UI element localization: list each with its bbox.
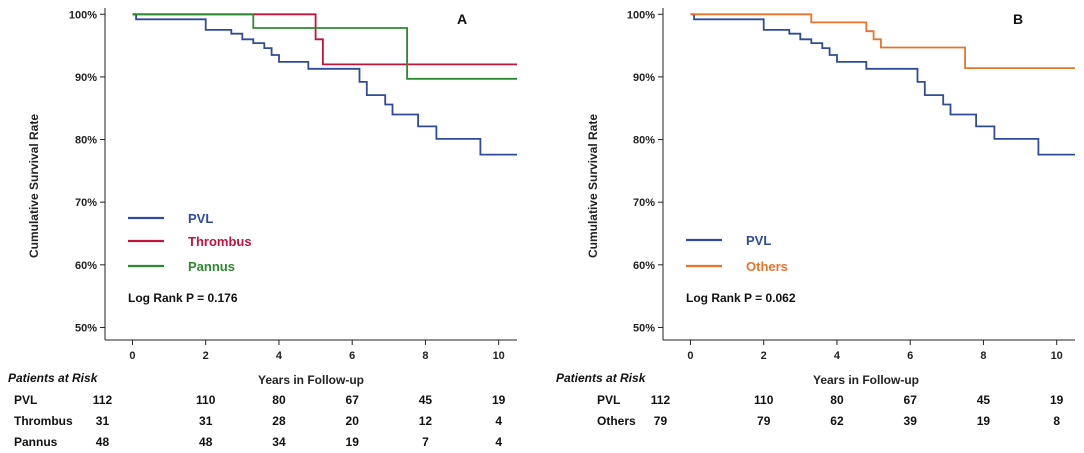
risk-value: 79 (654, 414, 668, 428)
log-rank-annotation: Log Rank P = 0.062 (686, 291, 796, 305)
x-tick-label: 8 (422, 350, 428, 362)
x-tick-label: 4 (834, 350, 841, 362)
y-tick-label: 90% (75, 72, 97, 84)
y-axis-label: Cumulative Survival Rate (27, 114, 41, 258)
series-line-pannus (132, 13, 517, 80)
legend-label-thrombus: Thrombus (188, 234, 252, 249)
risk-value: 28 (272, 414, 286, 428)
y-tick-label: 70% (633, 197, 655, 209)
risk-row-label-pvl: PVL (597, 393, 620, 407)
risk-row-label-thrombus: Thrombus (14, 414, 73, 428)
risk-value: 8 (1053, 414, 1060, 428)
risk-value: 31 (199, 414, 213, 428)
risk-value: 19 (346, 435, 360, 449)
panel-label: B (1013, 11, 1023, 27)
legend-label-others: Others (746, 259, 788, 274)
risk-value: 67 (904, 393, 918, 407)
risk-value: 4 (495, 414, 502, 428)
y-tick-label: 80% (75, 135, 97, 147)
y-tick-label: 70% (75, 197, 97, 209)
series-line-thrombus (132, 13, 517, 66)
risk-value: 4 (495, 435, 502, 449)
risk-value: 110 (196, 393, 216, 407)
risk-value: 31 (96, 414, 110, 428)
risk-value: 48 (199, 435, 213, 449)
series-line-pvl (690, 13, 1075, 156)
risk-value: 19 (1050, 393, 1064, 407)
panel-label: A (457, 11, 467, 27)
risk-value: 20 (346, 414, 360, 428)
risk-value: 45 (977, 393, 991, 407)
log-rank-annotation: Log Rank P = 0.176 (128, 291, 238, 305)
legend-label-pvl: PVL (746, 233, 771, 248)
legend-label-pannus: Pannus (188, 259, 235, 274)
risk-row-label-others: Others (597, 414, 636, 428)
series-line-pvl (132, 13, 517, 156)
y-tick-label: 60% (633, 260, 655, 272)
y-tick-label: 60% (75, 260, 97, 272)
x-tick-label: 8 (980, 350, 986, 362)
risk-value: 7 (422, 435, 429, 449)
risk-value: 34 (272, 435, 286, 449)
chart-panel-a: 50% 60% 70% 80% 90% 100% 0 2 4 6 8 10 Cumulative Sur… (8, 8, 517, 449)
x-tick-label: 10 (493, 350, 505, 362)
x-tick-label: 2 (761, 350, 767, 362)
y-tick-label: 50% (75, 322, 97, 334)
risk-value: 45 (419, 393, 433, 407)
risk-value: 62 (830, 414, 844, 428)
x-tick-label: 10 (1051, 350, 1063, 362)
risk-value: 79 (757, 414, 771, 428)
x-tick-label: 6 (349, 350, 355, 362)
risk-row-label-pannus: Pannus (14, 435, 58, 449)
y-tick-label: 100% (69, 9, 97, 21)
risk-table-title: Patients at Risk (8, 371, 99, 385)
legend-label-pvl: PVL (188, 211, 213, 226)
risk-value: 48 (96, 435, 110, 449)
risk-value: 80 (272, 393, 286, 407)
x-tick-label: 6 (907, 350, 913, 362)
x-axis-label: Years in Follow-up (258, 373, 364, 387)
risk-value: 19 (977, 414, 991, 428)
series-line-others (690, 13, 1075, 69)
chart-panel-b: 50% 60% 70% 80% 90% 100% 0 2 4 6 8 10 Cumulative Sur… (556, 8, 1075, 428)
x-tick-label: 0 (687, 350, 693, 362)
x-tick-label: 4 (276, 350, 283, 362)
risk-value: 110 (754, 393, 774, 407)
x-axis-label: Years in Follow-up (813, 373, 919, 387)
risk-value: 12 (419, 414, 433, 428)
risk-row-label-pvl: PVL (14, 393, 37, 407)
y-tick-label: 50% (633, 322, 655, 334)
risk-value: 19 (492, 393, 506, 407)
risk-value: 67 (346, 393, 360, 407)
risk-value: 112 (651, 393, 671, 407)
y-tick-label: 80% (633, 135, 655, 147)
risk-value: 112 (93, 393, 113, 407)
x-tick-label: 0 (129, 350, 135, 362)
y-tick-label: 100% (627, 9, 655, 21)
x-tick-label: 2 (203, 350, 209, 362)
risk-value: 80 (830, 393, 844, 407)
risk-value: 39 (904, 414, 918, 428)
y-tick-label: 90% (633, 72, 655, 84)
y-axis-label: Cumulative Survival Rate (586, 114, 600, 258)
risk-table-title: Patients at Risk (556, 371, 647, 385)
